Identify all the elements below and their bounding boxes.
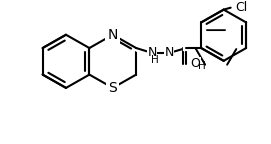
- Text: N: N: [147, 47, 157, 59]
- Text: N: N: [108, 28, 118, 42]
- Text: N: N: [164, 47, 174, 59]
- Text: H: H: [198, 61, 206, 71]
- Text: Cl: Cl: [236, 1, 248, 14]
- Text: O: O: [190, 57, 200, 70]
- Text: S: S: [108, 81, 117, 95]
- Text: H: H: [151, 55, 159, 65]
